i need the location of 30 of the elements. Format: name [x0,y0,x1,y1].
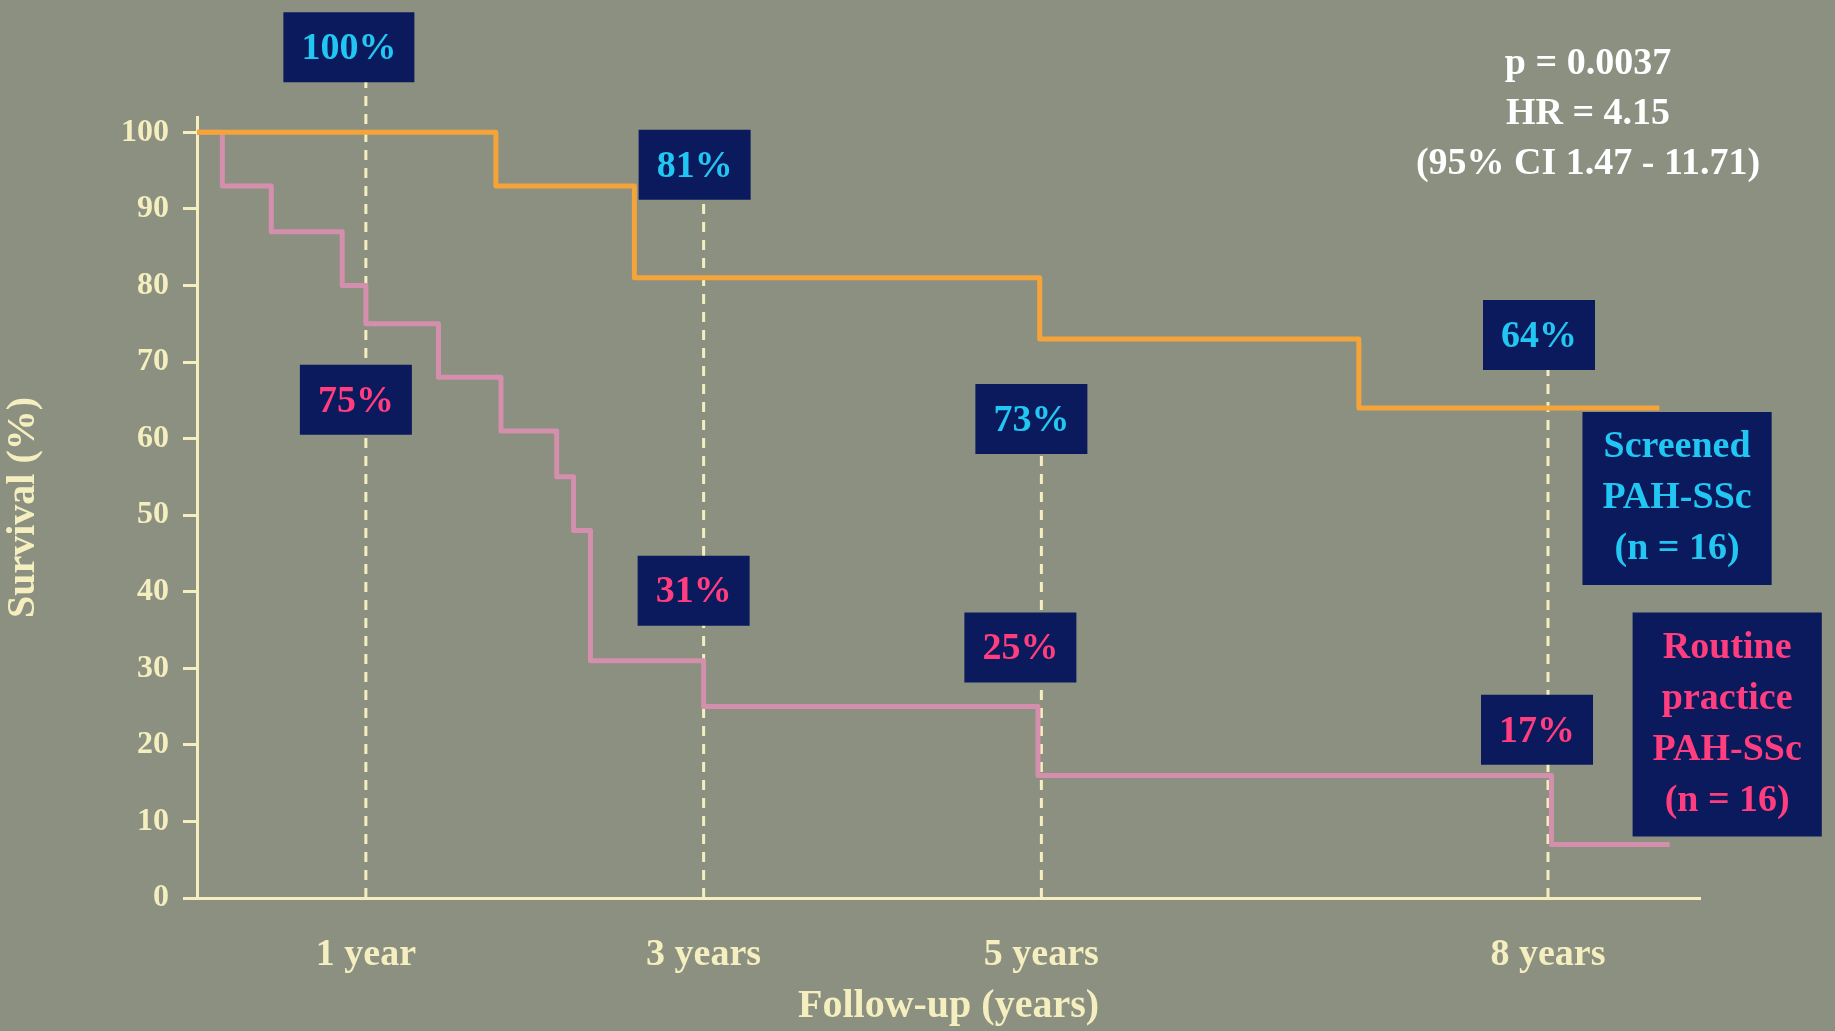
y-tick-label: 70 [137,341,169,378]
x-tick-label: 1 year [315,930,417,973]
annotation: 31% [655,568,732,611]
y-tick-label: 60 [137,417,169,454]
y-tick-label: 10 [137,800,169,837]
y-tick-label: 50 [137,494,169,531]
x-tick-label: 5 years [983,930,1099,973]
annotation: 64% [1501,312,1578,355]
x-tick-label: 8 years [1490,930,1606,973]
annotation: 100% [301,25,397,68]
series-label: Routine practice PAH-SSc (n = 16) [1652,623,1802,820]
annotation: 25% [982,625,1059,668]
x-axis-title: Follow-up (years) [797,981,1100,1027]
annotation: 17% [1499,707,1576,750]
annotation: 75% [317,377,394,420]
text: p = 0.0037 [1504,39,1672,82]
series-label: Screened PAH-SSc (n = 16) [1602,423,1752,569]
annotation: 73% [993,396,1070,439]
y-tick-label: 30 [137,647,169,684]
y-tick-label: 0 [153,877,169,914]
annotation: 81% [656,142,733,185]
y-axis-title: Survival (%) [0,396,44,619]
y-tick-label: 80 [137,264,169,301]
y-tick-label: 100 [121,111,169,148]
y-tick-label: 40 [137,570,169,607]
y-tick-label: 90 [137,188,169,225]
annotation: (95% CI 1.47 - 11.71) [1415,139,1761,183]
x-tick-label: 3 years [646,930,762,973]
annotation: HR = 4.15 [1505,89,1671,132]
y-tick-label: 20 [137,724,169,761]
